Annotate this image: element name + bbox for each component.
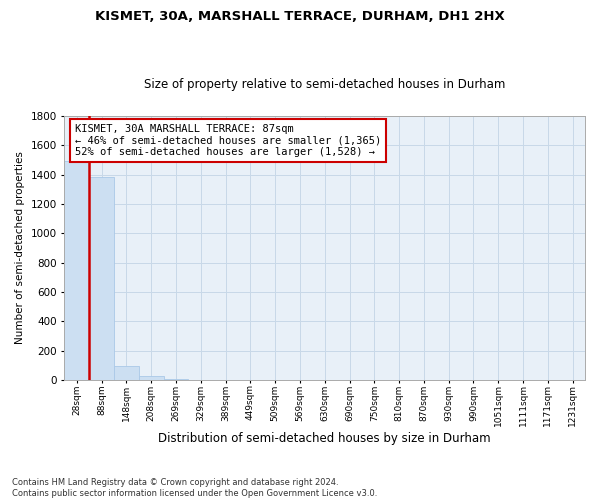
Text: KISMET, 30A MARSHALL TERRACE: 87sqm
← 46% of semi-detached houses are smaller (1: KISMET, 30A MARSHALL TERRACE: 87sqm ← 46… (75, 124, 381, 157)
Bar (114, 366, 139, 380)
Text: KISMET, 30A, MARSHALL TERRACE, DURHAM, DH1 2HX: KISMET, 30A, MARSHALL TERRACE, DURHAM, D… (95, 10, 505, 23)
X-axis label: Distribution of semi-detached houses by size in Durham: Distribution of semi-detached houses by … (158, 432, 491, 445)
Bar (139, 376, 164, 380)
Bar (89, 178, 114, 380)
Text: Contains HM Land Registry data © Crown copyright and database right 2024.
Contai: Contains HM Land Registry data © Crown c… (12, 478, 377, 498)
Bar (164, 379, 188, 380)
Title: Size of property relative to semi-detached houses in Durham: Size of property relative to semi-detach… (144, 78, 505, 91)
Y-axis label: Number of semi-detached properties: Number of semi-detached properties (15, 152, 25, 344)
Bar (64, 162, 89, 380)
